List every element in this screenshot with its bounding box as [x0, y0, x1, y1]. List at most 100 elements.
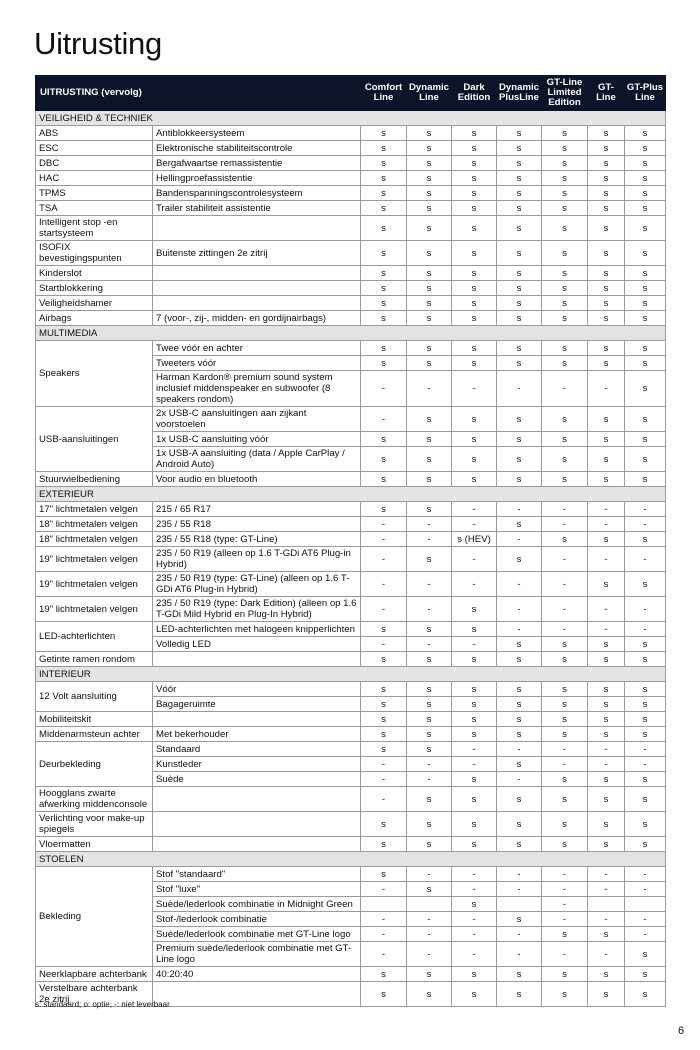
description-cell: Bergafwaartse remassistentie — [152, 155, 361, 171]
value-cell: s — [624, 636, 666, 652]
value-cell: s — [587, 265, 625, 281]
description-cell: Suède/lederlook combinatie in Midnight G… — [152, 896, 361, 912]
description-cell: 1x USB-C aansluiting vóór — [152, 431, 361, 447]
description-cell: Antiblokkeersysteem — [152, 125, 361, 141]
value-cell — [587, 896, 625, 912]
value-cell: - — [451, 370, 497, 407]
value-cell: s — [360, 340, 407, 356]
value-cell: s — [406, 966, 452, 982]
value-cell: s — [624, 726, 666, 742]
feature-cell: ABS — [35, 125, 153, 141]
value-cell: - — [624, 756, 666, 772]
description-cell: Bandenspanningscontrolesysteem — [152, 185, 361, 201]
value-cell: - — [496, 926, 542, 942]
value-cell: s — [496, 636, 542, 652]
description-cell: Buitenste zittingen 2e zitrij — [152, 240, 361, 266]
feature-cell: 19" lichtmetalen velgen — [35, 546, 153, 572]
value-cell: s — [541, 811, 588, 837]
value-cell: s — [587, 726, 625, 742]
value-cell: s — [587, 531, 625, 547]
value-cell — [360, 896, 407, 912]
value-cell: s — [406, 811, 452, 837]
feature-cell: HAC — [35, 170, 153, 186]
value-cell: s — [451, 265, 497, 281]
feature-cell: Vloermatten — [35, 836, 153, 852]
value-cell: s (HEV) — [451, 531, 497, 547]
value-cell: - — [406, 941, 452, 967]
page-number: 6 — [678, 1025, 685, 1037]
value-cell: - — [360, 406, 407, 432]
description-cell: 235 / 50 R19 (type: Dark Edition) (allee… — [152, 596, 361, 622]
value-cell: s — [451, 185, 497, 201]
value-cell: s — [587, 681, 625, 697]
value-cell: - — [406, 531, 452, 547]
value-cell: s — [496, 981, 542, 1007]
value-cell: - — [587, 516, 625, 532]
value-cell: s — [496, 340, 542, 356]
value-cell: s — [360, 621, 407, 637]
value-cell: s — [624, 155, 666, 171]
table-row: 19" lichtmetalen velgen 235 / 50 R19 (typ… — [35, 571, 666, 597]
column-header: Comfort Line — [360, 75, 407, 111]
value-cell: s — [587, 836, 625, 852]
value-cell: s — [624, 681, 666, 697]
table-row: 1x USB-C aansluiting vóór s s s s s s s — [36, 431, 666, 447]
value-cell: s — [451, 471, 497, 487]
value-cell: - — [360, 926, 407, 942]
feature-cell: 19" lichtmetalen velgen — [35, 596, 153, 622]
value-cell: - — [451, 516, 497, 532]
description-cell: LED-achterlichten met halogeen knipperli… — [152, 621, 361, 637]
value-cell: s — [587, 240, 625, 266]
feature-cell: 17" lichtmetalen velgen — [35, 501, 153, 517]
value-cell: s — [406, 185, 452, 201]
value-cell: s — [624, 215, 666, 241]
description-cell: Kunstleder — [152, 756, 361, 772]
table-body: VEILIGHEID & TECHNIEK ABS Antiblokkeersyst… — [35, 110, 666, 1007]
value-cell: s — [624, 571, 666, 597]
feature-cell: TSA — [35, 200, 153, 216]
value-cell: - — [587, 911, 625, 927]
value-cell: s — [541, 771, 588, 787]
value-cell: s — [624, 431, 666, 447]
feature-cell: 18" lichtmetalen velgen — [35, 531, 153, 547]
table-row: Kinderslot s s s s s s s — [35, 265, 666, 281]
value-cell: s — [587, 170, 625, 186]
value-cell: s — [360, 811, 407, 837]
value-cell: s — [496, 125, 542, 141]
value-cell: - — [360, 756, 407, 772]
value-cell: s — [451, 811, 497, 837]
value-cell: s — [451, 896, 497, 912]
value-cell: s — [360, 355, 407, 371]
value-cell: - — [406, 596, 452, 622]
value-cell: - — [587, 621, 625, 637]
table-row: TSA Trailer stabiliteit assistentie s s s s s s… — [35, 200, 666, 216]
empty-cell — [152, 295, 361, 311]
feature-cell: Hoogglans zwarte afwerking middenconsole — [35, 786, 153, 812]
feature-cell: ESC — [35, 140, 153, 156]
value-cell: - — [360, 771, 407, 787]
value-cell: s — [587, 215, 625, 241]
value-cell: - — [624, 926, 666, 942]
table-row: LED-achterlichten LED-achterlichten met h… — [35, 621, 666, 652]
value-cell: s — [360, 741, 407, 757]
table-row: Volledig LED - - - s s s s — [36, 636, 666, 652]
column-header: Dynamic Line — [406, 75, 452, 111]
value-cell: s — [587, 471, 625, 487]
value-cell: - — [624, 516, 666, 532]
value-cell: s — [360, 726, 407, 742]
value-cell: s — [541, 265, 588, 281]
value-cell: - — [360, 881, 407, 897]
feature-cell: Intelligent stop -en startsysteem — [35, 215, 153, 241]
equipment-table: UITRUSTING (vervolg) Comfort Line Dynamic … — [35, 75, 666, 1007]
value-cell: - — [587, 756, 625, 772]
value-cell: - — [360, 596, 407, 622]
description-cell: 235 / 55 R18 — [152, 516, 361, 532]
value-cell: s — [587, 571, 625, 597]
value-cell: s — [541, 125, 588, 141]
description-cell: Tweeters vóór — [152, 355, 361, 371]
value-cell: s — [451, 711, 497, 727]
value-cell: s — [406, 681, 452, 697]
value-cell: s — [496, 446, 542, 472]
description-cell: 235 / 50 R19 (type: GT-Line) (alleen op … — [152, 571, 361, 597]
feature-cell: Middenarmsteun achter — [35, 726, 153, 742]
